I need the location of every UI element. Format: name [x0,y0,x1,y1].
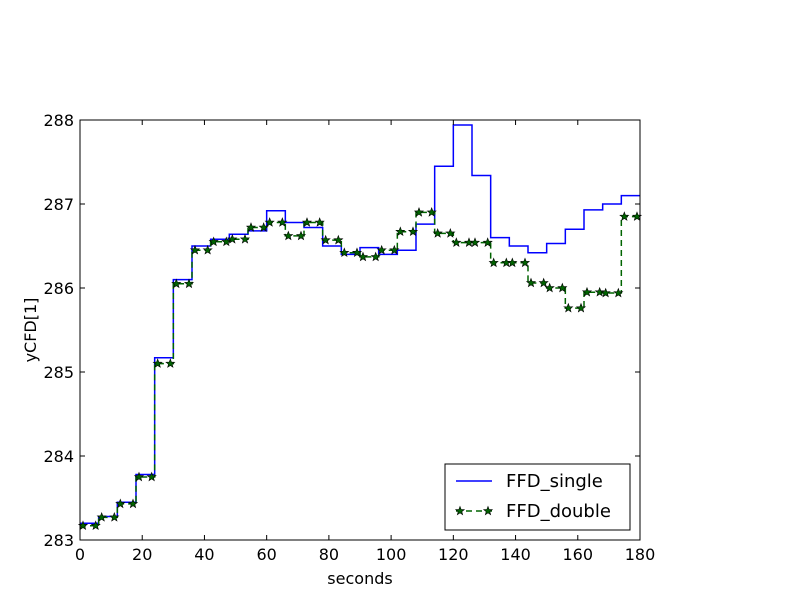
data-point-star [469,237,481,247]
data-point-star [557,282,568,293]
x-axis: 0 20 40 60 80 100 120 140 160 180 [75,120,655,564]
data-point-star [264,217,275,227]
data-point-star [115,498,126,509]
data-point-star [314,217,325,227]
data-point-star [245,222,257,232]
data-point-star [619,211,630,221]
data-point-star [525,277,537,288]
data-point-star [333,234,344,245]
x-tick-label: 20 [132,545,152,564]
x-tick-label: 160 [563,545,594,564]
legend-label-ffd-single: FFD_single [506,471,603,492]
data-point-star [301,217,313,227]
data-point-star [519,257,531,268]
y-axis: 283 284 285 286 287 288 [43,111,640,550]
data-point-star [109,511,120,522]
data-point-star [432,228,443,238]
data-point-star [482,237,493,247]
y-tick-label: 285 [43,363,74,382]
data-point-star [594,286,605,297]
data-point-star [146,471,157,482]
data-point-star [376,244,387,255]
data-point-star [395,226,406,237]
data-point-star [171,278,182,289]
x-tick-label: 80 [319,545,339,564]
y-tick-label: 287 [43,195,74,214]
data-point-star [127,498,139,509]
x-axis-label: seconds [327,569,392,588]
legend-box [444,463,631,531]
y-tick-label: 286 [43,279,74,298]
data-point-star [407,226,419,237]
legend: FFD_single FFD_double [444,463,631,531]
data-point-star [221,236,232,247]
data-point-star [339,247,350,258]
x-tick-label: 120 [438,545,469,564]
x-tick-label: 100 [376,545,407,564]
data-point-star [600,287,611,298]
data-point-star [538,277,549,288]
axes-frame [79,119,641,541]
plot-area [77,124,643,531]
data-point-star [613,287,624,298]
data-point-star [563,302,574,313]
data-point-star [351,247,363,258]
data-point-star [189,244,201,255]
data-point-star [277,217,288,227]
data-point-star [413,207,425,217]
data-point-star [451,237,462,247]
data-point-star [357,251,369,262]
data-point-star [507,257,518,268]
series-line-ffd-double [80,211,640,527]
data-point-star [445,228,456,238]
y-tick-label: 284 [43,447,74,466]
legend-marker-star-left [454,505,466,516]
x-tick-label: 0 [75,545,85,564]
data-point-star [165,358,176,368]
series-line-ffd-single [80,124,640,524]
data-point-star [283,230,294,241]
data-point-star [320,234,331,245]
data-point-star [426,207,437,217]
data-point-star [227,233,238,244]
data-point-star [581,286,593,297]
x-tick-label: 60 [256,545,276,564]
data-point-star [208,236,219,247]
data-point-star [575,302,587,313]
data-point-star [152,358,163,368]
y-tick-label: 283 [43,531,74,550]
x-tick-label: 40 [194,545,214,564]
data-point-star [295,230,307,241]
data-point-star [239,233,251,244]
data-point-star [370,251,381,262]
legend-marker-star-right [482,505,494,516]
data-point-star [90,520,101,531]
data-point-star [202,244,213,255]
legend-label-ffd-double: FFD_double [506,501,611,522]
data-point-star [183,278,195,289]
data-point-star [96,511,107,522]
x-tick-label: 140 [500,545,531,564]
data-point-star [544,282,555,293]
x-tick-label: 180 [625,545,656,564]
y-axis-label: yCFD[1] [21,298,40,363]
data-point-star [389,244,400,255]
data-point-star [488,257,499,268]
data-point-star [133,471,145,482]
y-tick-label: 288 [43,111,74,130]
